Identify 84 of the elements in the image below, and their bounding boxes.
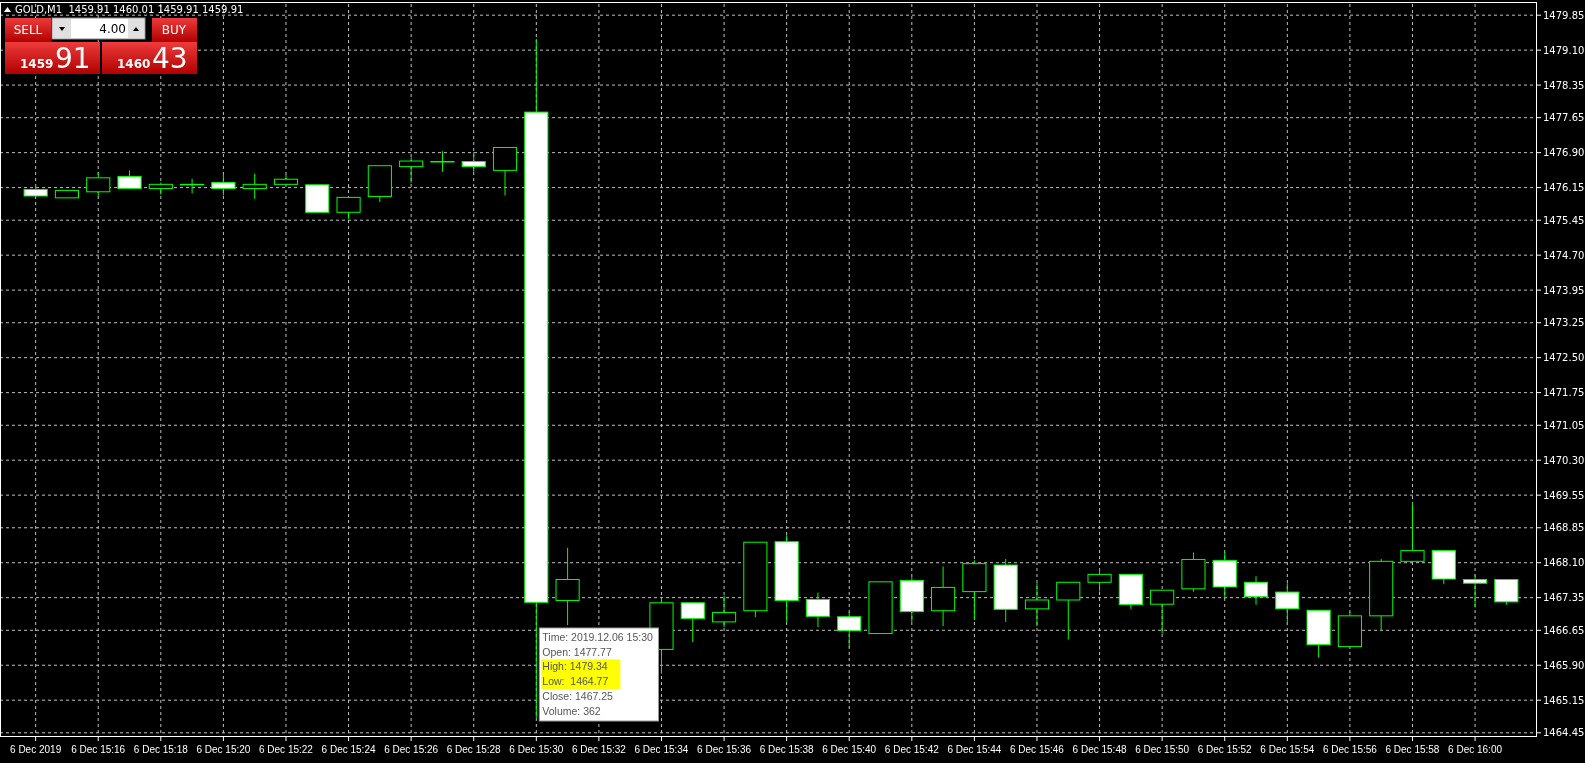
annotation: Close: 1467.25 (542, 689, 614, 702)
annotation: SELL (13, 23, 43, 37)
y-tick-label: 1466.65 (1543, 624, 1585, 636)
y-tick-label: 1473.95 (1543, 284, 1585, 296)
annotation: 91 (55, 42, 91, 75)
x-tick-label: 6 Dec 15:34 (634, 744, 689, 755)
y-tick-label: 1468.85 (1543, 522, 1585, 534)
annotation: Low: 1464.77 (542, 675, 609, 688)
candlestick (461, 151, 486, 173)
candlestick (680, 602, 705, 643)
y-tick-label: 1471.05 (1543, 419, 1585, 431)
x-tick-label: 6 Dec 15:52 (1197, 744, 1253, 755)
y-tick-label: 1473.25 (1543, 317, 1585, 329)
candlestick (1275, 582, 1300, 626)
x-tick-label: 6 Dec 15:36 (697, 744, 752, 755)
x-tick-label: 6 Dec 15:44 (947, 744, 1002, 755)
y-tick-label: 1478.35 (1543, 79, 1585, 91)
y-tick-label: 1477.65 (1543, 112, 1585, 124)
candlestick (931, 565, 956, 627)
y-tick-label: 1472.50 (1543, 352, 1585, 364)
x-tick-label: 6 Dec 15:38 (759, 744, 815, 755)
x-tick-label: 6 Dec 2019 (10, 744, 62, 755)
x-tick-label: 6 Dec 15:40 (822, 744, 877, 755)
candlestick (805, 592, 831, 628)
candlestick (837, 611, 862, 649)
y-tick-label: 1476.90 (1543, 147, 1585, 159)
x-tick-label: 6 Dec 15:56 (1322, 744, 1378, 755)
x-tick-label: 6 Dec 15:26 (384, 744, 439, 755)
x-tick-label: 6 Dec 15:54 (1260, 744, 1315, 755)
x-tick-label: 6 Dec 15:18 (133, 744, 189, 755)
candlestick (86, 171, 111, 197)
y-tick-label: 1474.70 (1543, 249, 1585, 261)
x-tick-label: 6 Dec 15:20 (196, 744, 251, 755)
chart-title: GOLD,M1 1459.91 1460.01 1459.91 1459.91 (15, 4, 244, 15)
x-tick-label: 6 Dec 15:50 (1135, 744, 1190, 755)
candlestick (430, 150, 455, 173)
annotation: BUY (161, 23, 187, 37)
candlestick (555, 547, 580, 626)
x-tick-label: 6 Dec 15:30 (509, 744, 564, 755)
y-tick-label: 1468.10 (1543, 557, 1585, 569)
candlestick (117, 169, 142, 190)
annotation: 43 (152, 42, 188, 75)
annotation: Open: 1477.77 (542, 645, 612, 658)
candlestick (1494, 579, 1519, 606)
x-tick-label: 6 Dec 15:22 (259, 744, 314, 755)
candlestick (1243, 575, 1269, 606)
x-tick-label: 6 Dec 15:42 (884, 744, 940, 755)
annotation: Time: 2019.12.06 15:30 (542, 631, 653, 643)
x-tick-label: 6 Dec 15:32 (571, 744, 627, 755)
x-tick-label: 6 Dec 16:00 (1448, 744, 1503, 755)
y-tick-label: 1464.45 (1543, 727, 1585, 739)
y-tick-label: 1469.55 (1543, 489, 1585, 501)
x-tick-label: 6 Dec 15:16 (71, 744, 126, 755)
candlestick (1024, 582, 1050, 627)
y-tick-label: 1471.75 (1543, 387, 1585, 399)
annotation: 1459 (20, 57, 54, 71)
x-tick-label: 6 Dec 15:46 (1010, 744, 1065, 755)
y-tick-label: 1476.15 (1543, 182, 1585, 194)
x-tick-label: 6 Dec 15:24 (321, 744, 376, 755)
y-tick-label: 1475.45 (1543, 214, 1585, 226)
x-tick-label: 6 Dec 15:28 (446, 744, 502, 755)
candlestick (1056, 581, 1081, 641)
candlestick (399, 156, 424, 184)
candlestick (211, 173, 236, 197)
y-tick-label: 1479.85 (1543, 9, 1585, 21)
candlestick (492, 147, 518, 197)
annotation: 4.00 (99, 22, 126, 36)
candlestick (1462, 573, 1488, 608)
annotation: High: 1479.34 (542, 660, 608, 673)
y-tick-label: 1467.35 (1543, 592, 1585, 604)
annotation: 1460 (117, 57, 151, 71)
y-tick-label: 1465.15 (1543, 694, 1585, 706)
candlestick (1150, 589, 1175, 635)
x-tick-label: 6 Dec 15:58 (1385, 744, 1440, 755)
candlestick (242, 173, 267, 200)
y-tick-label: 1470.30 (1543, 454, 1585, 466)
annotation: Volume: 362 (542, 704, 601, 717)
y-tick-label: 1479.10 (1543, 44, 1585, 56)
candlestick (336, 196, 361, 220)
x-tick-label: 6 Dec 15:48 (1072, 744, 1127, 755)
candlestick (711, 595, 737, 628)
candlestick (1400, 502, 1425, 562)
candlestick (1087, 567, 1112, 593)
y-tick-label: 1465.90 (1543, 659, 1585, 671)
